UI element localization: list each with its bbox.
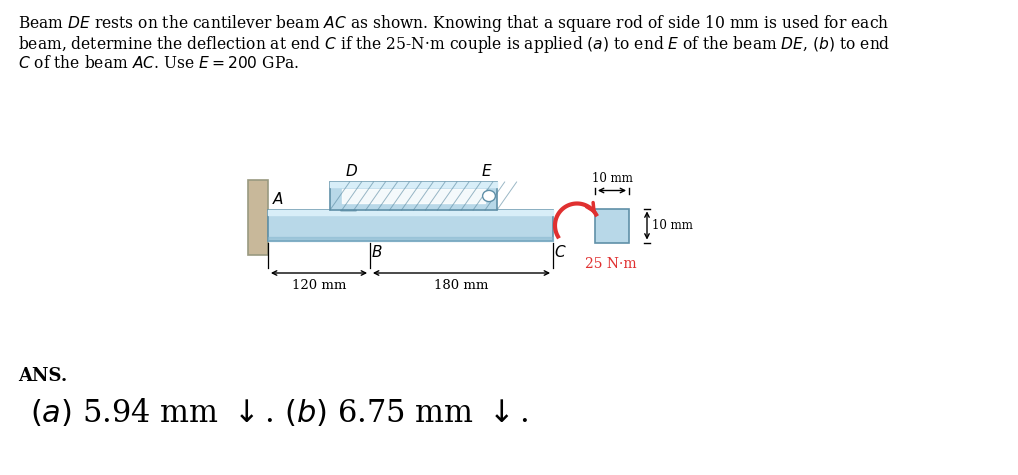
Text: 10 mm: 10 mm [591,172,632,186]
Text: Beam $\mathit{DE}$ rests on the cantilever beam $\mathit{AC}$ as shown. Knowing : Beam $\mathit{DE}$ rests on the cantilev… [18,13,889,34]
Text: $E$: $E$ [482,163,493,179]
Text: 180 mm: 180 mm [435,279,489,292]
Text: ANS.: ANS. [18,367,67,385]
Text: $C$ of the beam $\mathit{AC}$. Use $E = 200$ GPa.: $C$ of the beam $\mathit{AC}$. Use $E = … [18,55,299,72]
Bar [595,209,629,243]
Text: 120 mm: 120 mm [292,279,346,292]
Bar [248,180,268,255]
Text: $C$: $C$ [554,244,567,260]
Text: 10 mm: 10 mm [652,219,693,232]
Text: $A$: $A$ [272,191,284,207]
Text: $D$: $D$ [345,163,358,179]
Bar [330,182,497,210]
Ellipse shape [483,190,496,201]
Text: $B$: $B$ [371,244,383,260]
Text: beam, determine the deflection at end $C$ if the 25-N·m couple is applied $(a)$ : beam, determine the deflection at end $C… [18,34,891,55]
Text: 25 N·m: 25 N·m [585,257,636,272]
Text: $(a)$ 5.94 mm $\downarrow$. $(b)$ 6.75 mm $\downarrow$.: $(a)$ 5.94 mm $\downarrow$. $(b)$ 6.75 m… [30,397,528,429]
Bar [268,210,553,241]
